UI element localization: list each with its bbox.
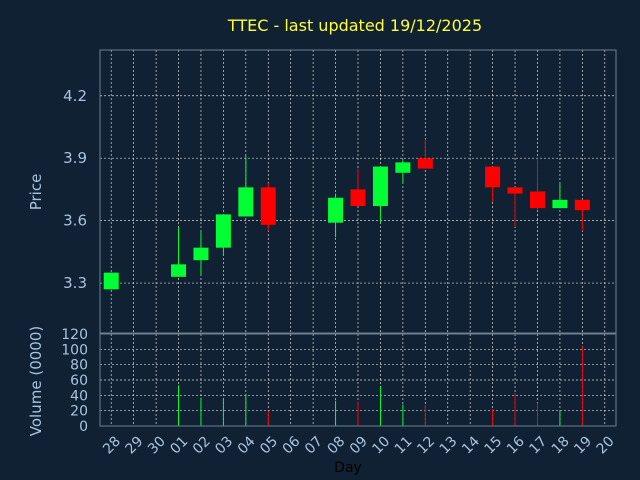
x-tick-label: 02 [190,434,214,458]
x-tick-label: 10 [369,434,393,458]
x-tick-label: 17 [526,434,550,458]
volume-tick-label: 120 [61,327,88,343]
price-tick-label: 3.6 [63,212,87,230]
candles [103,139,590,290]
candle-body [103,272,119,290]
volume-bars [178,346,583,426]
price-axis-label: Price [27,174,45,211]
price-tick-label: 3.3 [63,274,87,292]
x-tick-label: 08 [324,434,348,458]
x-tick-label: 01 [167,434,191,458]
x-tick-label: 20 [594,434,618,458]
volume-plot-frame [99,333,617,427]
candle-body [485,166,501,188]
x-tick-label: 14 [459,433,483,457]
x-tick-label: 29 [123,434,147,458]
price-axis-ticks: 3.3 3.6 3.9 4.2 [63,87,87,292]
x-tick-label: 05 [257,434,281,458]
x-tick-label: 19 [571,434,595,458]
candle-body [507,187,523,194]
x-tick-label: 15 [482,434,506,458]
candle-body [417,158,433,169]
volume-axis-label: Volume (0000) [27,326,45,436]
candle-body [552,199,568,209]
x-axis-ticks: 2829300102030405060708091011121314151617… [100,433,617,457]
x-tick-label: 09 [347,434,371,458]
volume-tick-label: 60 [70,373,88,389]
volume-tick-label: 0 [79,419,88,435]
x-tick-label: 16 [504,433,528,457]
volume-tick-label: 40 [70,388,88,404]
x-tick-label: 13 [437,434,461,458]
x-tick-label: 03 [212,434,236,458]
x-axis-label: Day [334,460,362,476]
price-plot-frame [99,49,617,334]
volume-tick-label: 100 [61,342,88,358]
volume-tick-label: 80 [70,358,88,374]
x-tick-label: 28 [100,434,124,458]
price-tick-label: 3.9 [63,149,87,167]
candle-body [574,199,590,211]
candle-body [529,191,545,209]
x-tick-label: 06 [280,433,304,457]
x-tick-label: 18 [549,434,573,458]
candle-body [350,189,366,207]
candle-body [215,214,231,248]
x-tick-label: 04 [235,433,259,457]
candle-body [171,264,187,277]
chart-title: TTEC - last updated 19/12/2025 [227,16,482,35]
candle-body [328,197,344,223]
candle-body [260,187,276,225]
x-tick-label: 07 [302,434,326,458]
x-tick-label: 12 [414,434,438,458]
candle-body [238,187,254,217]
volume-tick-label: 20 [70,404,88,420]
x-tick-label: 30 [145,434,169,458]
candle-body [395,162,411,173]
price-tick-label: 4.2 [63,87,87,105]
x-tick-label: 11 [392,434,416,458]
candle-body [193,247,209,261]
candle-body [372,166,388,207]
